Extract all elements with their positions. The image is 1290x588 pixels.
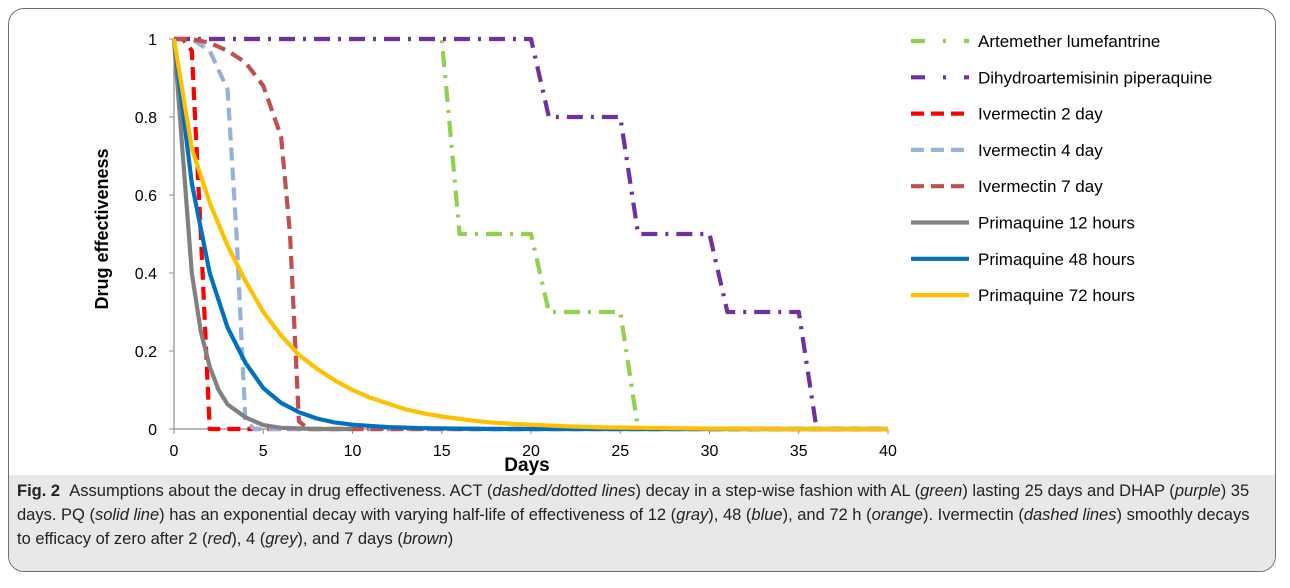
x-tick-label: 15 [433, 443, 451, 460]
caption-segment: ) [447, 530, 454, 548]
x-tick-label: 35 [790, 443, 808, 460]
y-tick-label: 0.8 [135, 110, 157, 127]
caption-background [9, 475, 1275, 571]
series-layer [171, 36, 888, 432]
legend-label-4: Ivermectin 7 day [978, 177, 1103, 196]
x-tick-label: 30 [701, 443, 719, 460]
x-axis-title: Days [504, 455, 549, 475]
caption-segment: ) has an exponential decay with varying … [159, 506, 677, 524]
figure-label: Fig. 2 [17, 482, 61, 500]
caption-segment: ), and 7 days ( [297, 530, 403, 548]
y-tick-label: 0.6 [135, 188, 157, 205]
series-line-6 [171, 38, 888, 432]
series-line-3 [174, 36, 888, 432]
legend-label-5: Primaquine 12 hours [978, 214, 1135, 233]
caption-segment: blue [751, 506, 783, 524]
series-line-2 [174, 36, 888, 432]
series-line-5 [171, 38, 353, 432]
figure-frame: 0 5 10 15 20 25 30 35 40 0 0.2 0.4 0.6 0.8 1 Artemethe… [8, 8, 1276, 572]
caption-segment: dashed lines [1023, 506, 1117, 524]
caption-segment: green [920, 482, 963, 500]
caption-segment: orange [871, 506, 923, 524]
y-tick-label: 0 [148, 422, 157, 439]
line-chart: 0 5 10 15 20 25 30 35 40 0 0.2 0.4 0.6 0.8 1 Artemethe… [92, 32, 1212, 475]
x-tick-label: 40 [879, 443, 897, 460]
series-line-4 [174, 36, 888, 432]
chart-legend: Artemether lumefantrine Dihydroartemisini… [911, 32, 1212, 305]
x-tick-label: 25 [611, 443, 629, 460]
caption-segment: ) smoothly decays to efficacy of zero af… [17, 506, 1250, 548]
y-axis-title: Drug effectiveness [92, 148, 112, 309]
x-tick-label: 10 [344, 443, 362, 460]
caption-segment: ) decay in a step-wise fashion with AL ( [635, 482, 921, 500]
legend-label-6: Primaquine 48 hours [978, 250, 1135, 269]
y-tick-label: 0.4 [135, 266, 157, 283]
caption-segment: grey [265, 530, 298, 548]
caption-segment: gray [676, 506, 709, 524]
series-line-7 [171, 38, 888, 432]
legend-label-7: Primaquine 72 hours [978, 286, 1135, 305]
caption-segment: dashed/dotted lines [492, 482, 636, 500]
legend-label-3: Ivermectin 4 day [978, 141, 1103, 160]
caption-segment: solid line [94, 506, 160, 524]
y-tick-label: 0.2 [135, 344, 157, 361]
x-tick-label: 0 [170, 443, 179, 460]
series-line-1 [174, 36, 888, 432]
caption-segment: ), 48 ( [708, 506, 752, 524]
caption-segment: purple [1174, 482, 1221, 500]
caption-segment: ) lasting 25 days and DHAP ( [962, 482, 1175, 500]
figure-caption: Fig. 2 Assumptions about the decay in dr… [17, 479, 1265, 551]
series-line-0 [174, 36, 888, 432]
y-tick-label: 1 [148, 32, 157, 49]
x-tick-label: 5 [259, 443, 268, 460]
legend-label-2: Ivermectin 2 day [978, 105, 1103, 124]
x-tick-label: 20 [522, 443, 540, 460]
chart-axes: 0 5 10 15 20 25 30 35 40 0 0.2 0.4 0.6 0.8 1 [135, 32, 897, 460]
caption-segment: red [207, 530, 232, 548]
caption-segment: ), and 72 h ( [782, 506, 872, 524]
caption-segment: brown [402, 530, 448, 548]
caption-segment: ), 4 ( [231, 530, 266, 548]
caption-segment: Assumptions about the decay in drug effe… [60, 482, 493, 500]
caption-segment: ). Ivermectin ( [922, 506, 1024, 524]
caption-body: Assumptions about the decay in drug effe… [17, 482, 1249, 548]
legend-label-0: Artemether lumefantrine [978, 32, 1160, 51]
caption-segment: ) 35 days. PQ ( [17, 482, 1250, 524]
legend-label-1: Dihydroartemisinin piperaquine [978, 68, 1212, 87]
